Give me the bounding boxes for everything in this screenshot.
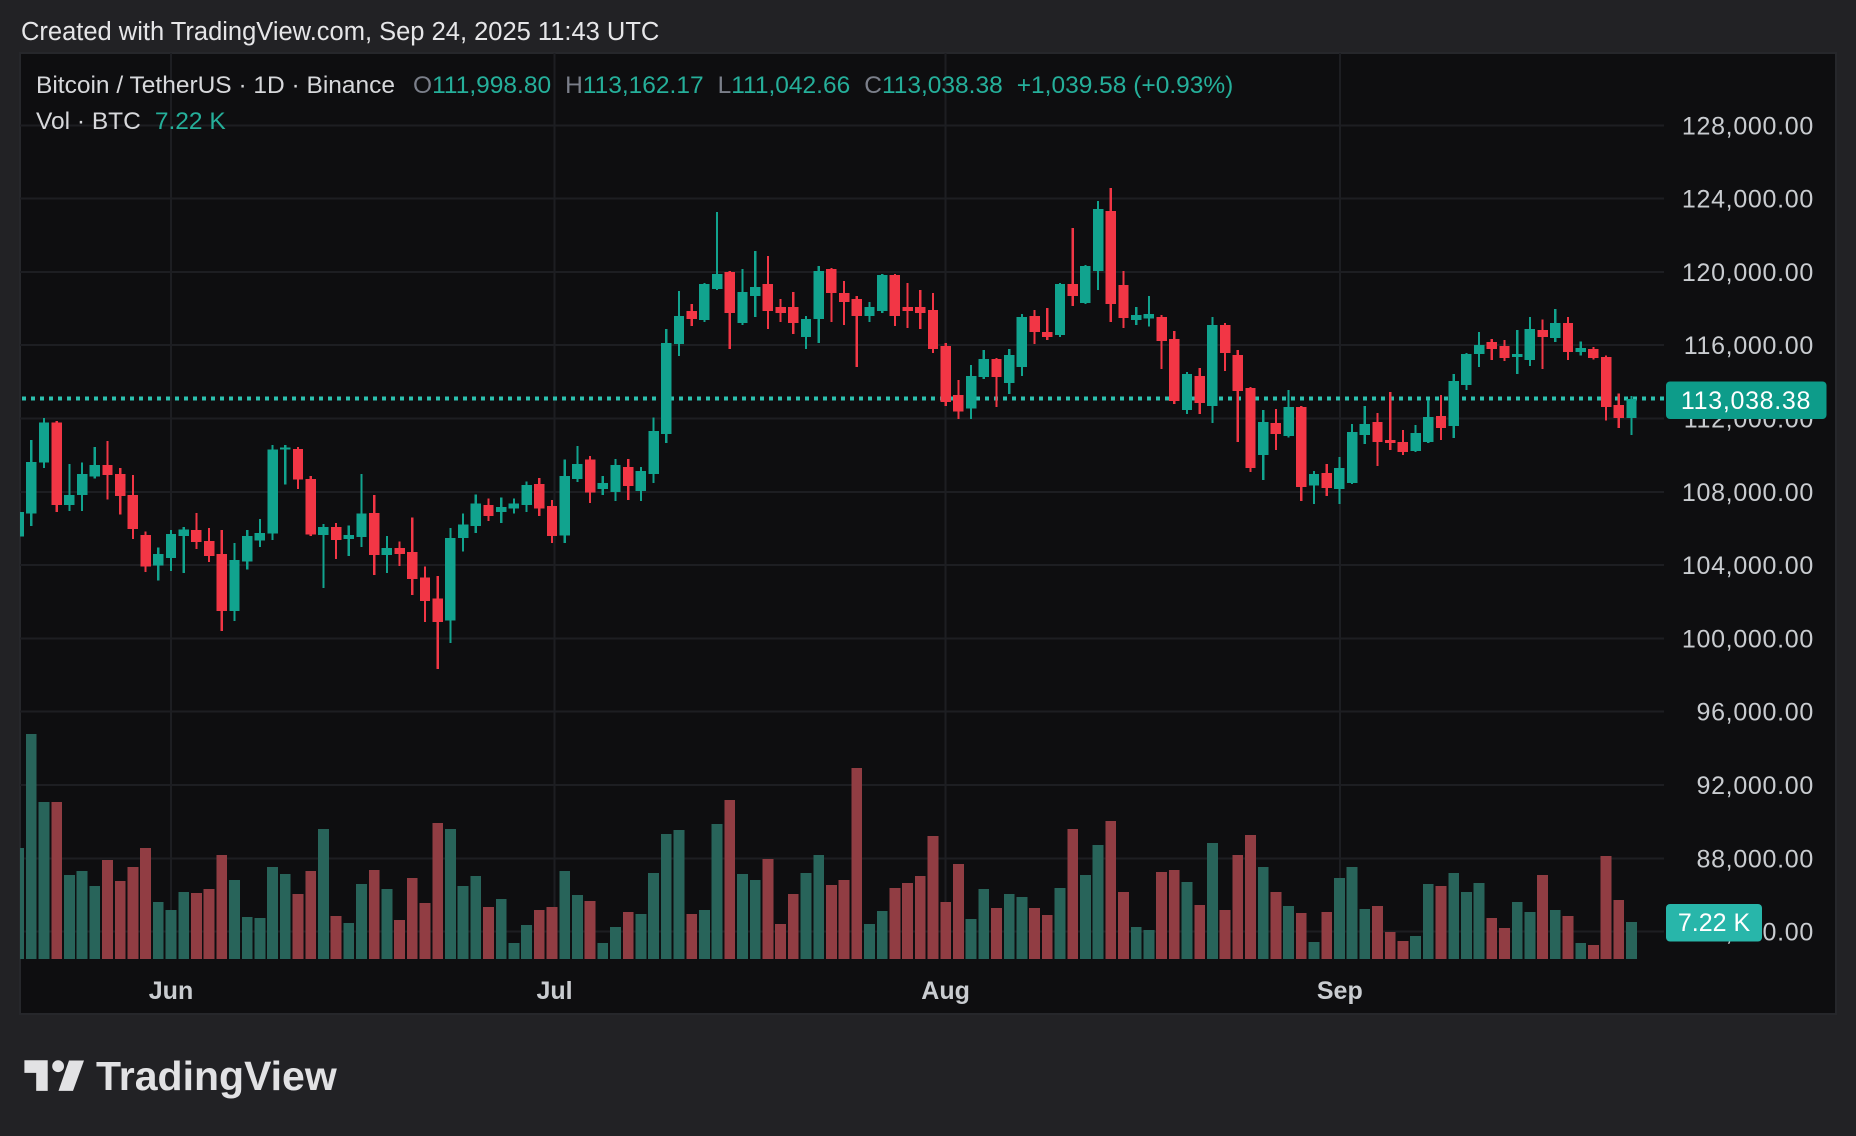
- svg-text:7.22 K: 7.22 K: [1678, 909, 1751, 937]
- svg-text:128,000.00: 128,000.00: [1682, 112, 1814, 140]
- svg-text:104,000.00: 104,000.00: [1682, 552, 1814, 580]
- svg-text:88,000.00: 88,000.00: [1696, 845, 1814, 873]
- svg-text:92,000.00: 92,000.00: [1696, 772, 1814, 800]
- svg-text:Created with TradingView.com,: Created with TradingView.com, Sep 24, 20…: [21, 18, 659, 46]
- svg-text:116,000.00: 116,000.00: [1684, 332, 1814, 360]
- svg-text:108,000.00: 108,000.00: [1682, 479, 1814, 507]
- svg-text:113,038.38: 113,038.38: [1681, 387, 1811, 415]
- svg-text:100,000.00: 100,000.00: [1682, 625, 1814, 653]
- svg-text:TradingView: TradingView: [96, 1053, 337, 1099]
- svg-text:96,000.00: 96,000.00: [1696, 699, 1814, 727]
- svg-text:Jul: Jul: [536, 977, 572, 1005]
- svg-text:120,000.00: 120,000.00: [1682, 259, 1814, 287]
- svg-text:Bitcoin / TetherUS · 1D · Bina: Bitcoin / TetherUS · 1D · Binance O111,99…: [36, 72, 1233, 99]
- svg-text:Sep: Sep: [1317, 977, 1363, 1005]
- svg-text:Aug: Aug: [921, 977, 970, 1005]
- svg-text:124,000.00: 124,000.00: [1682, 186, 1814, 214]
- svg-text:Jun: Jun: [149, 977, 193, 1005]
